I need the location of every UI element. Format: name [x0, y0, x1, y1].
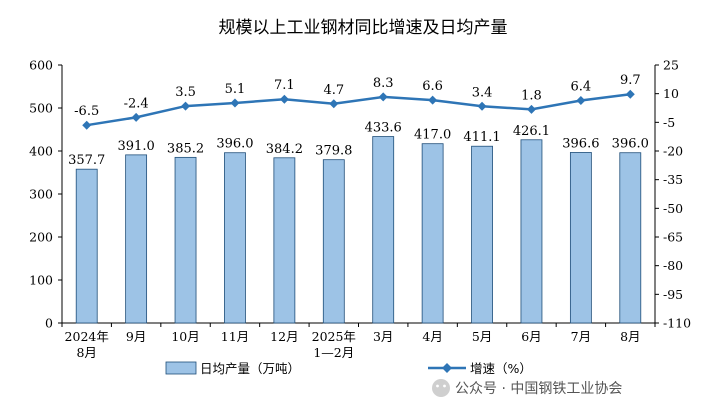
- bar: [125, 154, 148, 324]
- chart-title: 规模以上工业钢材同比增速及日均产量: [219, 18, 508, 38]
- bar: [619, 152, 642, 324]
- bar-label: 396.0: [612, 137, 649, 152]
- x-tick-label: 2025年: [312, 329, 356, 344]
- growth-label: 6.4: [571, 80, 592, 95]
- y-right-tick-label: 10: [663, 86, 679, 101]
- bar-label: 411.1: [463, 130, 500, 145]
- y-right-tick-label: 25: [663, 58, 679, 73]
- legend-line-label: 增速（%）: [470, 361, 532, 376]
- growth-point: [428, 95, 438, 105]
- y-right-tick-label: -80: [663, 258, 683, 273]
- growth-point: [378, 92, 388, 102]
- bar-label: 384.2: [266, 142, 303, 157]
- growth-label: 5.1: [225, 82, 246, 97]
- y-left-tick-label: 200: [29, 230, 53, 245]
- bar: [372, 136, 395, 324]
- growth-label: 1.8: [521, 88, 542, 103]
- bar: [471, 145, 493, 324]
- growth-point: [230, 98, 240, 108]
- x-tick-label: 9月: [126, 329, 146, 344]
- bar: [75, 168, 98, 324]
- x-tick-label: 10月: [171, 329, 199, 344]
- y-left-tick-label: 400: [29, 144, 53, 159]
- bar-label: 396.0: [216, 137, 253, 152]
- bar-labels: 357.7 391.0 385.2 396.0 384.2 379.8 433.6 417.0…: [68, 121, 649, 169]
- x-tick-label: 11月: [221, 329, 249, 344]
- bar-label: 396.6: [562, 136, 599, 151]
- bar: [421, 143, 444, 324]
- bar: [273, 157, 296, 324]
- growth-label: 9.7: [620, 73, 641, 88]
- y-right-tick-label: -50: [663, 201, 683, 216]
- bar: [224, 152, 246, 324]
- x-tick-label: 6月: [521, 329, 541, 344]
- wechat-icon-eye: [443, 384, 446, 388]
- growth-label: 4.7: [323, 83, 344, 98]
- axes: 0 100 200 300 400 500 600 -110 -95 -80 -65 -50 -35 -2…: [29, 58, 691, 331]
- bar-label: 426.1: [513, 124, 550, 139]
- bar-label: 379.8: [315, 144, 352, 159]
- x-tick-label: 8月: [620, 329, 640, 344]
- growth-point: [576, 96, 586, 106]
- x-tick-label: 2024年: [65, 329, 109, 344]
- growth-point: [82, 120, 92, 130]
- growth-line-path: [86, 93, 631, 127]
- y-left-tick-label: 600: [29, 58, 53, 73]
- growth-point: [329, 99, 339, 109]
- bar: [569, 152, 592, 324]
- x-tick-label-line2: 8月: [76, 345, 96, 360]
- watermark-text: 公众号 · 中国钢铁工业协会: [455, 381, 622, 397]
- growth-point: [181, 101, 191, 111]
- legend-bar-swatch: [165, 361, 197, 375]
- growth-label: -2.4: [124, 96, 149, 111]
- legend-bar-label: 日均产量（万吨）: [200, 361, 300, 376]
- y-right-tick-label: -20: [663, 144, 683, 159]
- growth-point: [279, 94, 289, 104]
- growth-label: 3.5: [175, 85, 196, 100]
- wechat-icon-eye: [436, 384, 439, 388]
- growth-label: -6.5: [74, 104, 99, 119]
- growth-label: 6.6: [422, 79, 443, 94]
- y-right-tick-label: -110: [663, 316, 691, 331]
- y-right-tick-label: -5: [663, 115, 675, 130]
- bar-label: 433.6: [365, 121, 402, 136]
- growth-label: 7.1: [274, 78, 295, 93]
- bar: [174, 156, 197, 324]
- x-tick-label-line2: 1—2月: [313, 345, 354, 360]
- legend-line-marker: [442, 363, 452, 373]
- bar: [520, 139, 543, 324]
- growth-label: 3.4: [472, 85, 493, 100]
- growth-line: [82, 89, 635, 130]
- x-tick-label: 5月: [472, 329, 492, 344]
- growth-label: 8.3: [373, 76, 394, 91]
- bar-label: 385.2: [167, 141, 204, 156]
- watermark: 公众号 · 中国钢铁工业协会: [432, 379, 622, 397]
- bar-label: 391.0: [118, 139, 155, 154]
- y-left-tick-label: 500: [29, 101, 53, 116]
- bar-label: 417.0: [414, 128, 451, 143]
- x-tick-label: 4月: [422, 329, 442, 344]
- bars: [75, 136, 642, 324]
- growth-point: [625, 89, 635, 99]
- y-left-tick-label: 300: [29, 187, 53, 202]
- growth-point: [131, 112, 141, 122]
- growth-point: [526, 104, 536, 114]
- y-right-tick-label: -95: [663, 287, 683, 302]
- y-left-tick-label: 0: [45, 316, 53, 331]
- y-right-tick-label: -65: [663, 230, 683, 245]
- y-right-tick-label: -35: [663, 172, 683, 187]
- bar-label: 357.7: [68, 153, 105, 168]
- legend: 日均产量（万吨） 增速（%）: [165, 361, 532, 376]
- y-left-tick-label: 100: [29, 273, 53, 288]
- x-tick-label: 3月: [373, 329, 393, 344]
- bar: [322, 159, 345, 324]
- growth-labels: -6.5 -2.4 3.5 5.1 7.1 4.7 8.3 6.6 3.4 1.8 6.4 9.7: [74, 73, 640, 119]
- wechat-icon: [432, 379, 450, 397]
- x-tick-label: 7月: [571, 329, 591, 344]
- growth-point: [477, 101, 487, 111]
- x-tick-label: 12月: [270, 329, 298, 344]
